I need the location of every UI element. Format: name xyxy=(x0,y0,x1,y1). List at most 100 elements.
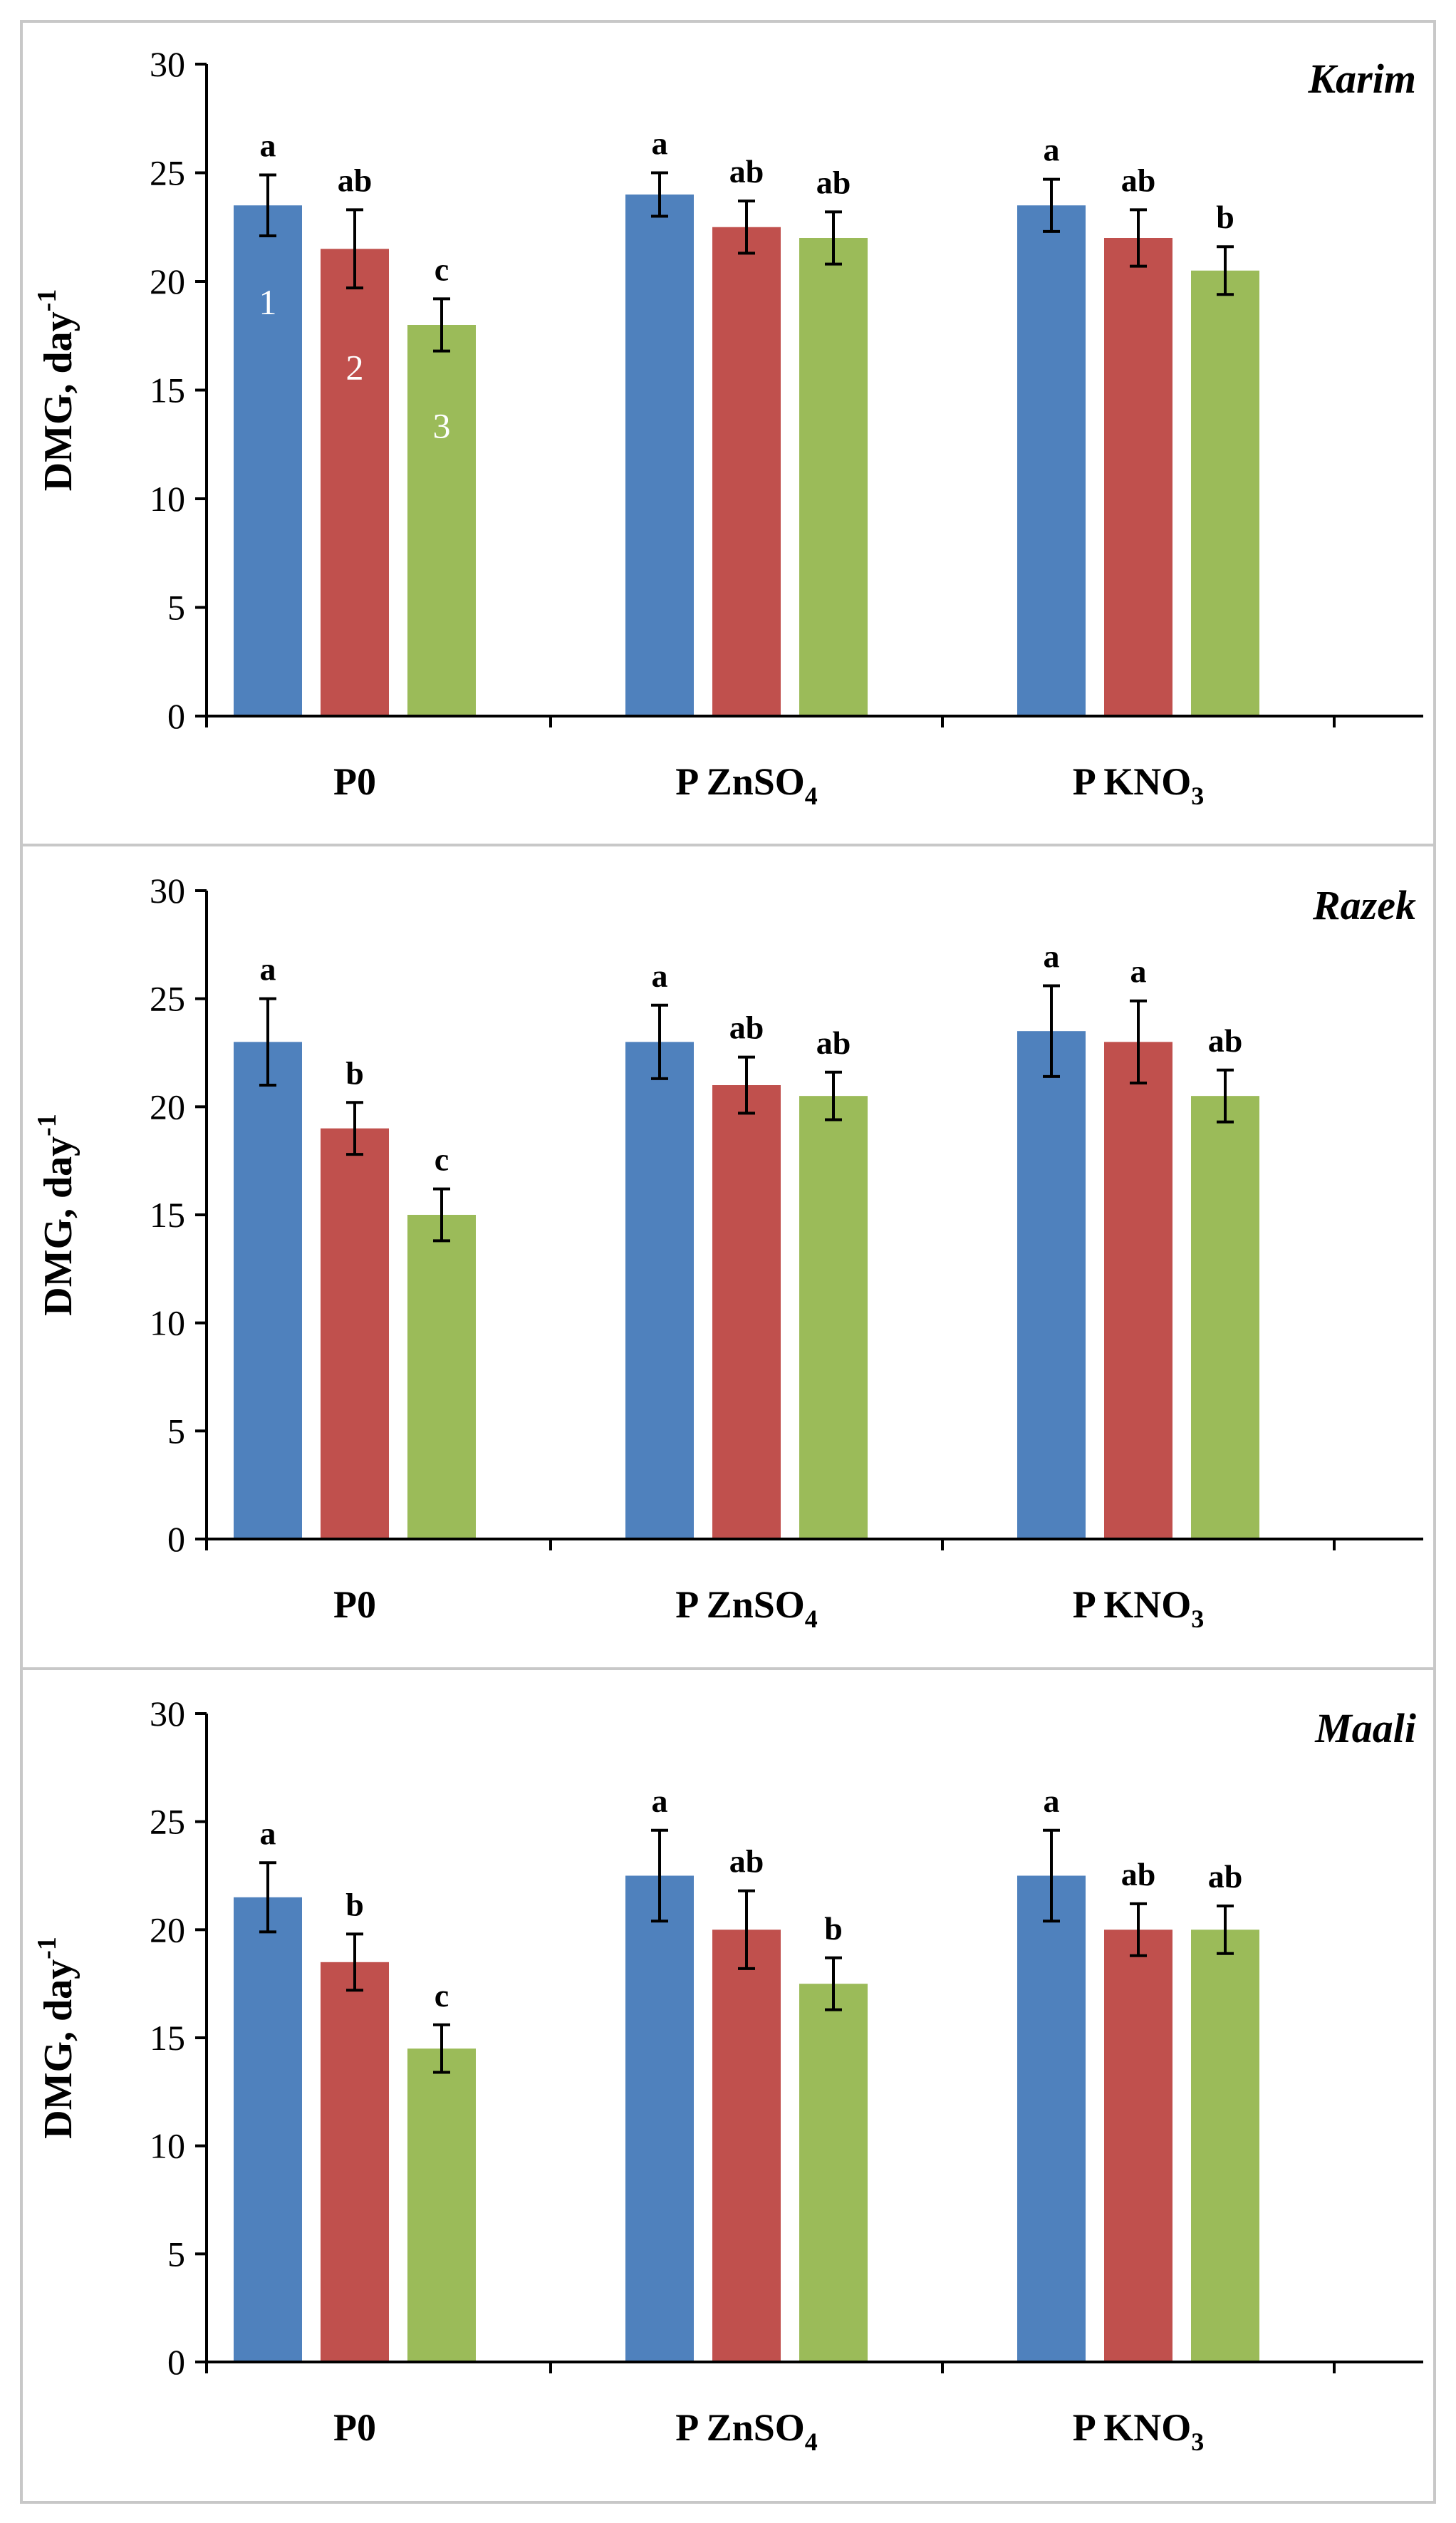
bar-series-2-cat-2 xyxy=(712,1085,781,1539)
y-tick-label: 10 xyxy=(150,1303,185,1343)
category-label-subscript: 4 xyxy=(805,2428,818,2456)
y-axis-label-main: DMG, day xyxy=(36,1959,80,2139)
category-label-subscript: 4 xyxy=(805,1605,818,1633)
bar-series-1-cat-3 xyxy=(1017,1031,1086,1539)
category-label-main: P0 xyxy=(333,2406,376,2449)
bar-series-2-cat-1 xyxy=(321,1128,389,1539)
category-label: P KNO3 xyxy=(1073,2406,1205,2456)
significance-letter: a xyxy=(652,125,668,162)
significance-letter: a xyxy=(652,1783,668,1819)
y-tick-label: 15 xyxy=(150,371,185,410)
y-tick-label: 30 xyxy=(150,871,185,911)
y-axis-label: DMG, day-1 xyxy=(32,1937,80,2139)
category-label-main: P ZnSO xyxy=(675,2406,805,2449)
category-label-subscript: 3 xyxy=(1191,782,1204,810)
y-tick-label: 5 xyxy=(167,2234,185,2274)
significance-letter: c xyxy=(435,1977,449,2014)
y-tick-label: 30 xyxy=(150,44,185,84)
y-tick-label: 0 xyxy=(167,696,185,736)
bar-series-3-cat-3 xyxy=(1191,270,1259,716)
significance-letter: b xyxy=(1216,199,1234,235)
significance-letter: b xyxy=(345,1055,364,1091)
category-label-main: P KNO xyxy=(1073,2406,1192,2449)
category-label: P ZnSO4 xyxy=(675,1583,818,1633)
significance-letter: a xyxy=(1044,1783,1060,1819)
panel-title: Razek xyxy=(1312,882,1416,928)
y-tick-label: 25 xyxy=(150,1802,185,1842)
bar-series-1-cat-1 xyxy=(234,1897,302,2362)
y-axis-label-superscript: -1 xyxy=(32,289,62,312)
category-label-main: P ZnSO xyxy=(675,760,805,803)
category-label-main: P0 xyxy=(333,760,376,803)
significance-letter: ab xyxy=(1121,1856,1156,1892)
y-tick-label: 0 xyxy=(167,1519,185,1559)
bar-series-3-cat-1 xyxy=(407,2048,476,2362)
significance-letter: a xyxy=(260,1815,276,1851)
bar-series-3-cat-3 xyxy=(1191,1096,1259,1539)
significance-letter: c xyxy=(435,251,449,287)
significance-letter: c xyxy=(435,1141,449,1178)
significance-letter: a xyxy=(1044,132,1060,168)
category-label-main: P0 xyxy=(333,1583,376,1626)
y-tick-label: 20 xyxy=(150,261,185,301)
category-label-main: P KNO xyxy=(1073,1583,1192,1626)
category-label: P0 xyxy=(333,760,376,803)
significance-letter: ab xyxy=(1121,162,1156,198)
bar-series-2-cat-2 xyxy=(712,227,781,716)
bar-series-2-cat-1 xyxy=(321,249,389,716)
y-tick-label: 15 xyxy=(150,1195,185,1235)
y-tick-label: 25 xyxy=(150,153,185,193)
bar-series-3-cat-2 xyxy=(799,1984,868,2362)
bar-series-3-cat-2 xyxy=(799,1096,868,1539)
significance-letter: ab xyxy=(816,1025,851,1061)
bar-number-label: 2 xyxy=(346,347,364,387)
significance-letter: ab xyxy=(1208,1022,1243,1059)
bar-series-1-cat-2 xyxy=(625,1875,694,2362)
bar-series-2-cat-3 xyxy=(1104,1929,1172,2362)
y-axis-label-main: DMG, day xyxy=(36,1136,80,1316)
y-tick-label: 30 xyxy=(150,1694,185,1734)
bar-number-label: 1 xyxy=(259,282,277,322)
category-label-subscript: 3 xyxy=(1191,1605,1204,1633)
significance-letter: b xyxy=(345,1886,364,1922)
y-tick-label: 25 xyxy=(150,979,185,1019)
significance-letter: a xyxy=(1130,953,1147,990)
y-tick-label: 10 xyxy=(150,2126,185,2166)
y-tick-label: 15 xyxy=(150,2018,185,2058)
bar-series-1-cat-2 xyxy=(625,1042,694,1539)
y-tick-label: 20 xyxy=(150,1087,185,1126)
category-label: P ZnSO4 xyxy=(675,760,818,810)
significance-letter: ab xyxy=(816,164,851,200)
bar-series-1-cat-3 xyxy=(1017,1875,1086,2362)
panel-title: Maali xyxy=(1314,1705,1416,1751)
y-tick-label: 5 xyxy=(167,1411,185,1451)
significance-letter: ab xyxy=(338,162,373,198)
significance-letter: ab xyxy=(729,153,764,190)
bar-series-1-cat-1 xyxy=(234,1042,302,1539)
y-axis-label: DMG, day-1 xyxy=(32,1114,80,1316)
chart-panel-1: 0 5 10 15 20 25 30 a a a ab ab ab c ab b 1 2 3 P0 P ZnSO4 P K… xyxy=(20,20,1436,846)
bar-series-2-cat-1 xyxy=(321,1962,389,2362)
y-axis-label-superscript: -1 xyxy=(32,1937,62,1959)
y-axis-label: DMG, day-1 xyxy=(32,289,80,492)
significance-letter: a xyxy=(1044,938,1060,974)
significance-letter: ab xyxy=(729,1843,764,1880)
category-label-main: P KNO xyxy=(1073,760,1192,803)
bar-series-3-cat-1 xyxy=(407,1215,476,1539)
category-label-main: P ZnSO xyxy=(675,1583,805,1626)
bar-number-label: 3 xyxy=(433,406,451,446)
panel-title: Karim xyxy=(1308,56,1417,102)
category-label: P0 xyxy=(333,1583,376,1626)
y-tick-label: 20 xyxy=(150,1910,185,1949)
category-label: P ZnSO4 xyxy=(675,2406,818,2456)
significance-letter: b xyxy=(824,1910,843,1947)
bar-series-1-cat-3 xyxy=(1017,205,1086,716)
y-axis-label-main: DMG, day xyxy=(36,311,80,491)
category-label: P KNO3 xyxy=(1073,1583,1205,1633)
significance-letter: a xyxy=(260,951,276,988)
y-tick-label: 10 xyxy=(150,479,185,519)
bar-series-2-cat-3 xyxy=(1104,1042,1172,1539)
y-axis-label-superscript: -1 xyxy=(32,1114,62,1136)
